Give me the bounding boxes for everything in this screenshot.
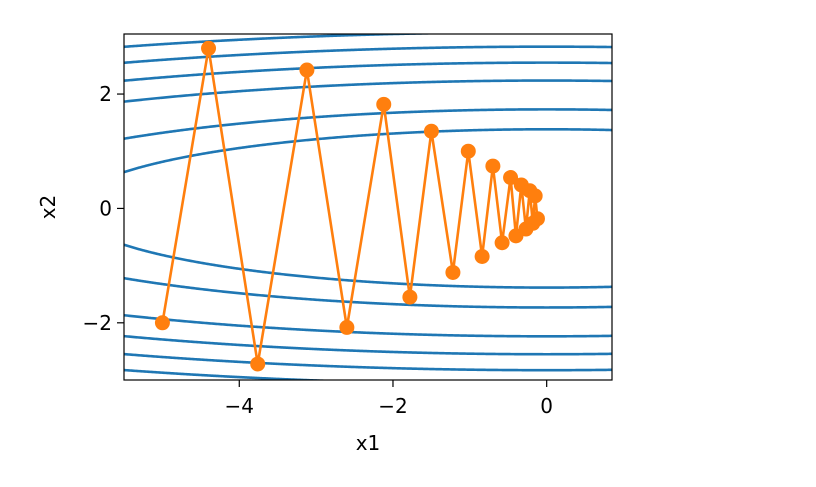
contour-line-4 <box>124 45 612 372</box>
x-tick-label: 0 <box>540 394 553 418</box>
trajectory-point <box>460 143 476 159</box>
trajectory-point <box>527 188 543 204</box>
x-axis-ticks: −4 −2 0 <box>225 380 553 418</box>
trajectory-point <box>494 235 510 251</box>
trajectory-point <box>201 40 217 56</box>
trajectory-line <box>161 46 539 366</box>
trajectory-point <box>402 289 418 305</box>
x-tick-label: −2 <box>378 394 407 418</box>
trajectory-point <box>529 211 545 227</box>
trajectory-point <box>485 158 501 174</box>
y-axis-label: x2 <box>36 195 60 220</box>
y-tick-label: −2 <box>83 311 112 335</box>
y-tick-label: 0 <box>99 196 112 220</box>
contour-line-0 <box>124 127 612 289</box>
trajectory-series <box>154 40 545 372</box>
y-tick-label: 2 <box>99 82 112 106</box>
y-axis-ticks: −2 0 2 <box>83 82 124 335</box>
trajectory-point <box>339 319 355 335</box>
trajectory-point <box>376 96 392 112</box>
trajectory-point <box>503 170 519 186</box>
trajectory-point <box>474 248 490 264</box>
trajectory-point <box>250 356 266 372</box>
trajectory-point <box>423 123 439 139</box>
trajectory-point <box>445 264 461 280</box>
contour-lines <box>124 34 612 380</box>
x-tick-label: −4 <box>225 394 254 418</box>
x-axis-label: x1 <box>356 431 381 455</box>
plot-frame <box>123 33 613 381</box>
trajectory-point <box>299 62 315 78</box>
contour-line-1 <box>124 108 612 309</box>
contour-line-3 <box>124 61 612 356</box>
contour-line-2 <box>124 79 612 338</box>
trajectory-point <box>154 315 170 331</box>
